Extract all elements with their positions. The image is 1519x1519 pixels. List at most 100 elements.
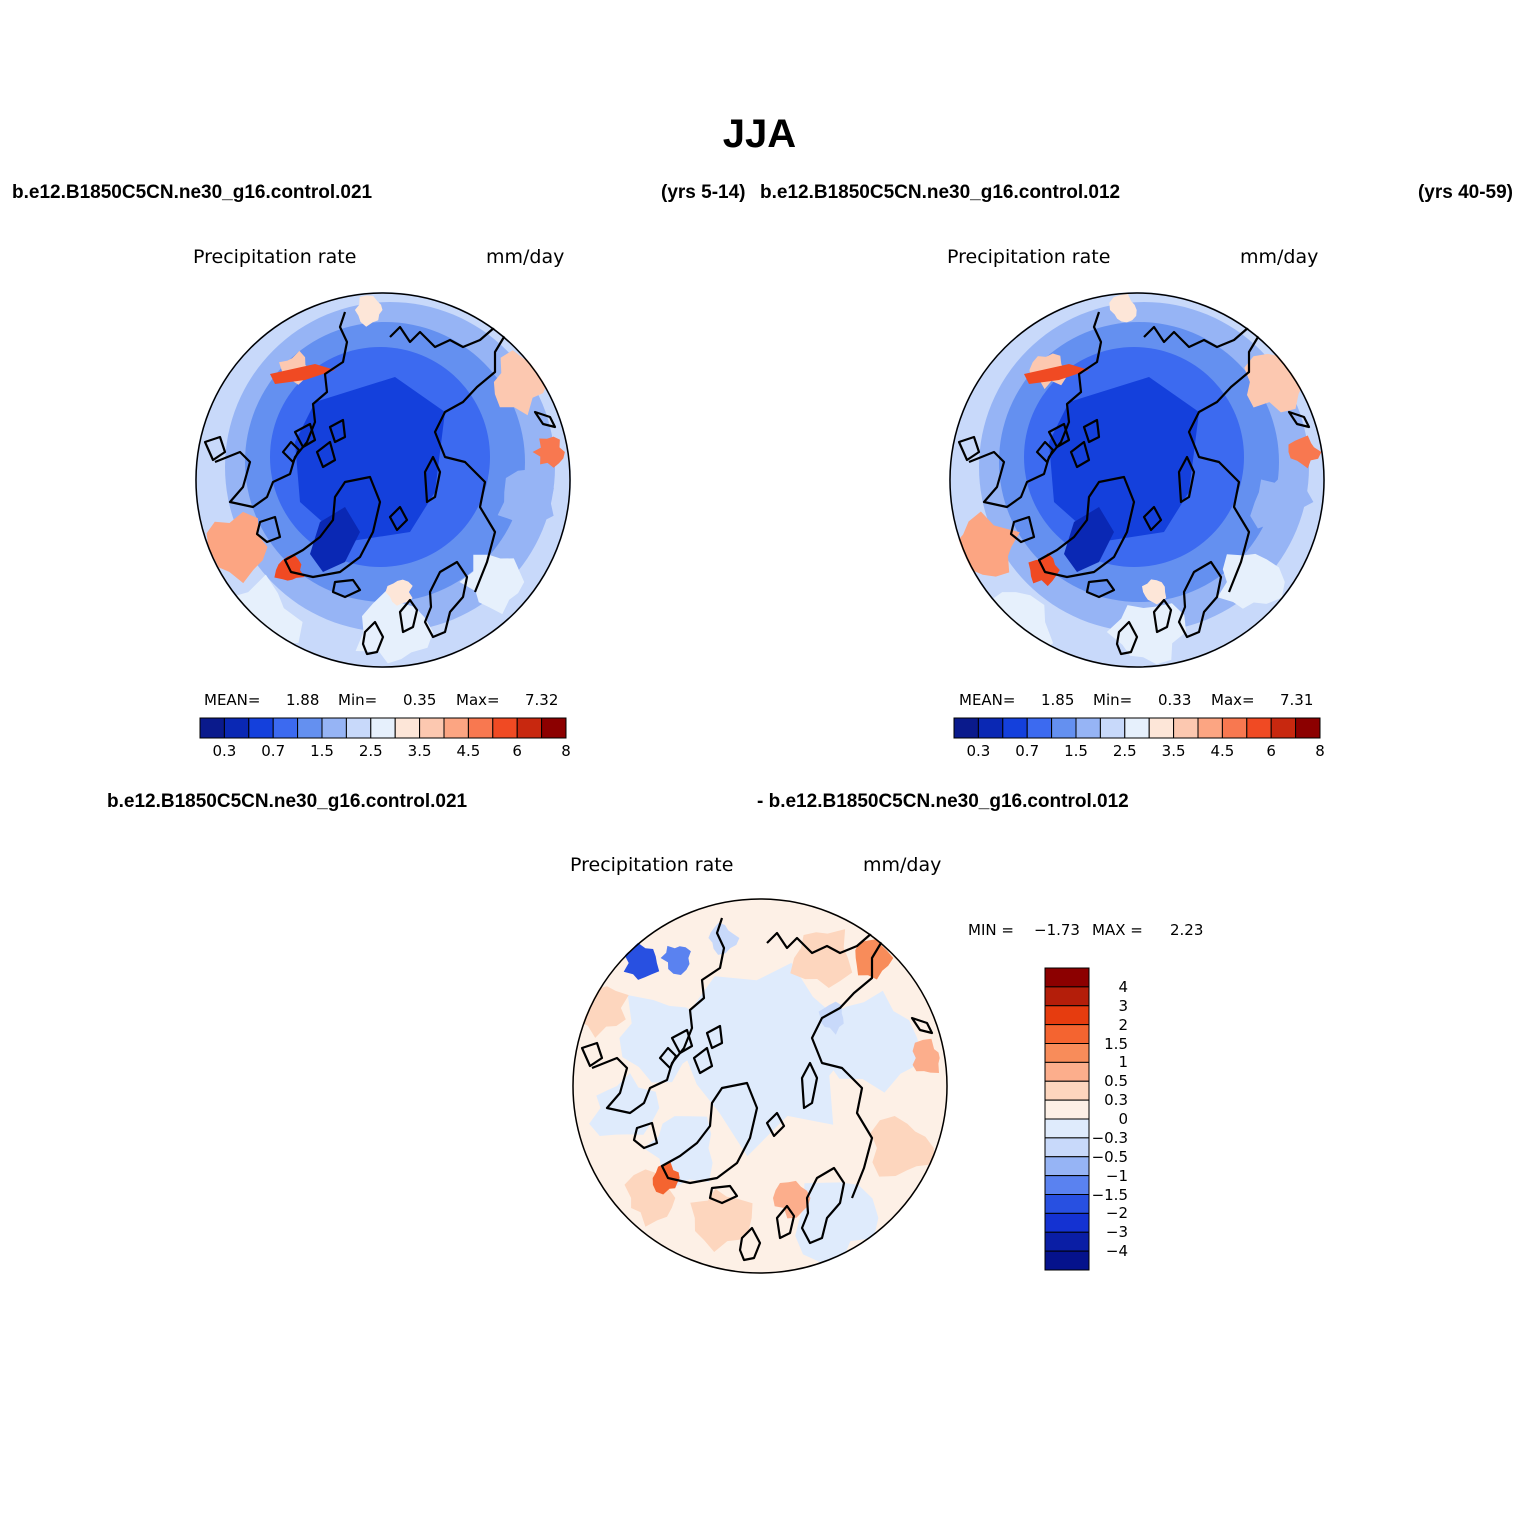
precip-contour: [354, 295, 383, 327]
panel2-max-label: Max=: [1211, 691, 1255, 709]
colorbar-tick-label: −1: [1105, 1166, 1128, 1185]
coastline: [1177, 560, 1223, 639]
coastline: [315, 440, 337, 469]
coastline: [692, 1046, 714, 1075]
panel1-colorbar-labels: 0.3 0.7 1.5 2.5 3.5 4.5 6 8: [200, 742, 570, 762]
colorbar-box: [541, 717, 567, 739]
precip-contour: [459, 554, 525, 615]
diff-contour: [870, 1116, 936, 1177]
colorbar-box: [345, 717, 372, 739]
colorbar-box: [223, 717, 250, 739]
colorbar-box: [977, 717, 1004, 739]
colorbar-box: [467, 717, 494, 739]
colorbar-box: [443, 717, 469, 739]
panel2-mean-value: 1.85: [1041, 691, 1075, 709]
difference-colorbar-labels: 4 3 2 1.5 1 0.5 0.3 0 −0.3 −0.5 −1 −1.5 −2 −3 −4: [1092, 968, 1152, 1270]
colorbar-tick-label: 2.5: [358, 742, 383, 760]
colorbar-box: [1044, 1043, 1090, 1063]
diff-contour: [682, 962, 852, 1157]
diff-contour: [623, 942, 660, 980]
colorbar-box: [1075, 717, 1101, 739]
colorbar-box: [1044, 1250, 1090, 1271]
coastline: [738, 1226, 762, 1262]
diff-units: mm/day: [863, 854, 942, 876]
coastline: [580, 1041, 604, 1068]
panel1-min-value: 0.35: [403, 691, 437, 709]
colorbar-tick-label: 8: [561, 742, 571, 760]
coastline: [433, 331, 508, 593]
colorbar-tick-label: −0.5: [1091, 1147, 1128, 1166]
precip-contour: [295, 377, 445, 542]
diff-contour: [773, 1180, 811, 1219]
colorbar-box: [1026, 717, 1053, 739]
colorbar-tick-label: 8: [1315, 742, 1325, 760]
coastline: [1037, 475, 1136, 579]
colorbar-tick-label: 1.5: [1104, 1034, 1128, 1053]
panel2-colorbar: [953, 717, 1321, 739]
panel2-polar-map: [949, 292, 1325, 668]
colorbar-box: [1051, 717, 1077, 739]
diff-case-name-a: b.e12.B1850C5CN.ne30_g16.control.021: [107, 791, 468, 812]
coastline: [765, 1111, 786, 1138]
colorbar-tick-label: −3: [1105, 1223, 1128, 1242]
coastline: [423, 560, 469, 639]
diff-contour: [826, 990, 923, 1093]
colorbar-box: [248, 717, 274, 739]
colorbar-box: [321, 717, 347, 739]
colorbar-box: [1044, 1137, 1090, 1158]
coastline: [203, 435, 227, 462]
panel2-years: (yrs 40-59): [1417, 182, 1513, 203]
panel1-years: (yrs 5-14): [661, 182, 746, 203]
coastline: [775, 1204, 796, 1240]
colorbar-tick-label: 3.5: [407, 742, 432, 760]
coastline: [705, 1024, 724, 1050]
colorbar-tick-label: 4: [1118, 977, 1128, 996]
diff-contour: [855, 939, 894, 980]
colorbar-tick-label: −0.3: [1091, 1128, 1128, 1147]
coastline: [766, 931, 885, 955]
colorbar-tick-label: 4.5: [1210, 742, 1235, 760]
colorbar-box: [1044, 1118, 1090, 1139]
coastline: [533, 410, 557, 429]
coastline: [1177, 455, 1196, 504]
map-border: [949, 292, 1325, 668]
colorbar-tick-label: 0.7: [1015, 742, 1040, 760]
precip-contour: [497, 469, 554, 527]
colorbar-box: [1044, 1099, 1090, 1120]
colorbar-box: [1124, 717, 1150, 739]
coastline: [1035, 440, 1055, 464]
colorbar-box: [272, 717, 299, 739]
colorbar-box: [1044, 1005, 1090, 1026]
coastline: [1069, 440, 1091, 469]
colorbar-box: [1197, 717, 1223, 739]
coastline: [388, 505, 409, 532]
difference-colorbar: [1044, 967, 1090, 1271]
panel1-variable: Precipitation rate: [193, 246, 357, 268]
coastline: [1187, 331, 1262, 593]
diff-contour: [795, 1182, 879, 1263]
precip-contour: [206, 511, 268, 584]
coastline: [708, 1184, 739, 1205]
diff-contour: [652, 1162, 680, 1195]
coastline: [1142, 505, 1163, 532]
coastline: [810, 937, 885, 1199]
precip-contour: [532, 436, 565, 468]
diff-case-name-b: - b.e12.B1850C5CN.ne30_g16.control.012: [757, 791, 1129, 812]
diff-max-label: MAX =: [1092, 921, 1143, 939]
colorbar-tick-label: 6: [1266, 742, 1276, 760]
colorbar-box: [1270, 717, 1297, 739]
colorbar-tick-label: 0.7: [261, 742, 286, 760]
colorbar-box: [419, 717, 445, 739]
precip-contour: [1244, 353, 1305, 413]
colorbar-box: [297, 717, 323, 739]
precip-contour: [962, 592, 1054, 668]
precip-contour: [1288, 435, 1322, 469]
colorbar-box: [394, 717, 421, 739]
diff-min-label: MIN =: [968, 921, 1014, 939]
colorbar-box: [1044, 1080, 1090, 1101]
coastline: [800, 1166, 846, 1245]
panel1-mean-value: 1.88: [286, 691, 320, 709]
diff-contour: [660, 945, 691, 975]
precip-contour: [1250, 471, 1314, 529]
map-border: [572, 898, 948, 1274]
